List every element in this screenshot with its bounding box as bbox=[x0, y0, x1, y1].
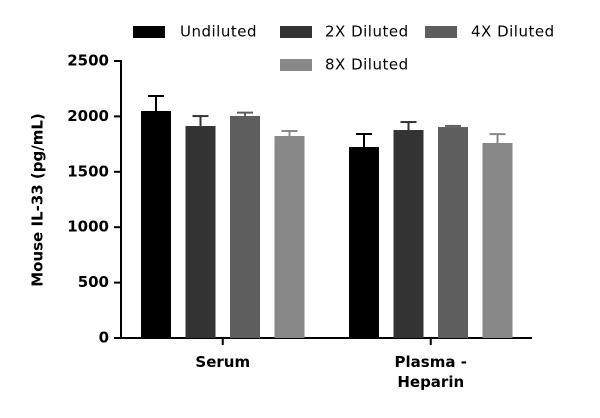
legend-swatch bbox=[425, 26, 457, 38]
bar bbox=[438, 127, 468, 338]
y-tick-label: 2000 bbox=[67, 107, 109, 125]
bar bbox=[230, 115, 260, 338]
legend-label: 4X Diluted bbox=[471, 23, 555, 41]
bar bbox=[349, 146, 379, 338]
y-tick-label: 1500 bbox=[67, 162, 109, 180]
legend-swatch bbox=[133, 26, 165, 38]
legend-label: Undiluted bbox=[180, 23, 257, 41]
y-tick-label: 500 bbox=[78, 273, 109, 291]
y-tick-label: 1000 bbox=[67, 218, 109, 236]
y-axis-label: Mouse IL-33 (pg/mL) bbox=[29, 113, 47, 287]
x-tick-label: Serum bbox=[195, 353, 251, 371]
y-tick-label: 2500 bbox=[67, 52, 109, 70]
y-tick-label: 0 bbox=[99, 329, 109, 347]
bar bbox=[393, 130, 424, 338]
legend-label: 2X Diluted bbox=[325, 23, 409, 41]
legend-swatch bbox=[280, 26, 312, 38]
bar bbox=[274, 136, 305, 338]
bar bbox=[141, 110, 171, 339]
x-tick-label: Plasma - Heparin bbox=[394, 353, 467, 391]
bar bbox=[482, 142, 513, 338]
legend-label: 8X Diluted bbox=[325, 56, 409, 74]
legend-swatch bbox=[280, 59, 312, 71]
bar bbox=[185, 126, 216, 338]
